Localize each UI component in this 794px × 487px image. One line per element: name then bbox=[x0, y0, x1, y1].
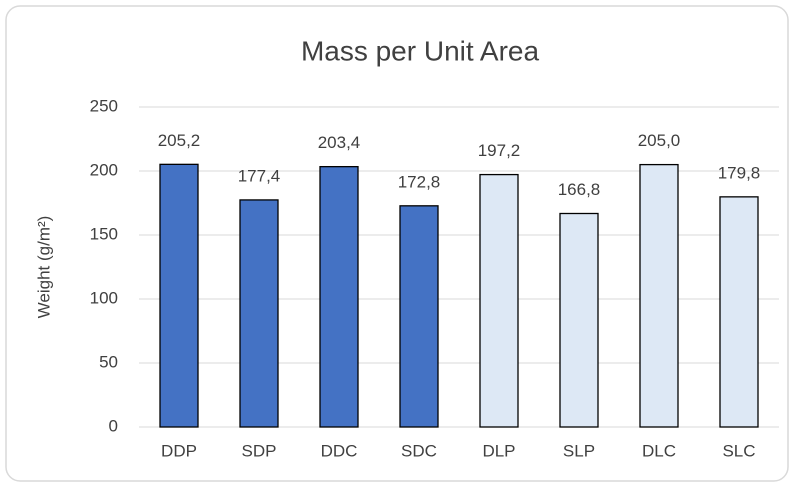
data-label: 203,4 bbox=[318, 133, 361, 152]
bar bbox=[319, 165, 359, 428]
x-tick-label: DLC bbox=[642, 441, 676, 460]
y-axis-label: Weight (g/m²) bbox=[34, 216, 53, 319]
y-tick-label: 50 bbox=[99, 352, 118, 371]
bar bbox=[159, 163, 199, 428]
y-tick-label: 150 bbox=[90, 224, 118, 243]
chart-title: Mass per Unit Area bbox=[301, 35, 540, 66]
bar bbox=[559, 212, 599, 428]
x-tick-label: DLP bbox=[482, 441, 515, 460]
x-tick-label: DDP bbox=[161, 441, 197, 460]
data-label: 177,4 bbox=[238, 166, 281, 185]
bar bbox=[239, 199, 279, 428]
x-tick-label: DDC bbox=[321, 441, 358, 460]
data-label: 166,8 bbox=[558, 180, 601, 199]
data-label: 172,8 bbox=[398, 172, 441, 191]
y-tick-label: 200 bbox=[90, 160, 118, 179]
data-label: 179,8 bbox=[718, 163, 761, 182]
y-tick-label: 100 bbox=[90, 288, 118, 307]
x-tick-label: SLP bbox=[563, 441, 595, 460]
data-label: 205,0 bbox=[638, 131, 681, 150]
data-label: 197,2 bbox=[478, 141, 521, 160]
data-label: 205,2 bbox=[158, 131, 201, 150]
x-tick-label: SDC bbox=[401, 441, 437, 460]
bar bbox=[639, 163, 679, 428]
bar bbox=[399, 205, 439, 428]
y-tick-label: 250 bbox=[90, 96, 118, 115]
x-tick-label: SLC bbox=[722, 441, 755, 460]
bar bbox=[719, 196, 759, 428]
bar bbox=[479, 173, 519, 428]
x-tick-label: SDP bbox=[242, 441, 277, 460]
y-tick-label: 0 bbox=[109, 416, 118, 435]
